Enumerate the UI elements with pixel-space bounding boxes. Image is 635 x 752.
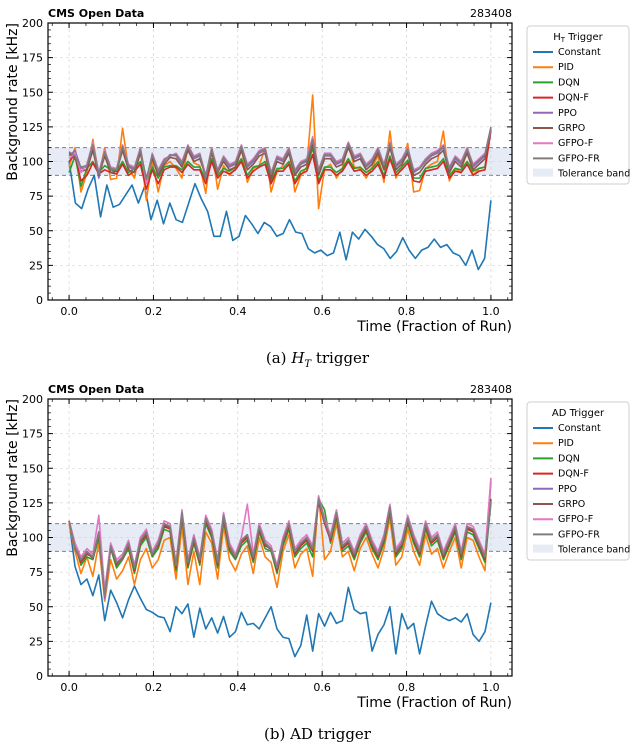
legend-box xyxy=(526,401,630,561)
y-tick-label: 75 xyxy=(29,566,43,579)
y-axis-label: Background rate [kHz] xyxy=(5,399,21,557)
y-tick-label: 100 xyxy=(22,156,43,169)
legend-label: PPO xyxy=(558,484,577,495)
header-right: 283408 xyxy=(470,7,512,20)
x-tick-label: 0.0 xyxy=(60,305,78,318)
series-line-gfpo-fr xyxy=(68,497,492,597)
ht-trigger-chart: CMS Open Data 283408 0 25 50 75 100 125 150 175 20… xyxy=(5,7,630,335)
plot-frame xyxy=(47,398,513,677)
x-tick-label: 0.8 xyxy=(398,305,416,318)
y-tick-label: 0 xyxy=(36,670,43,683)
y-tick-label: 175 xyxy=(22,52,43,65)
series-line-dqn-f xyxy=(68,130,492,190)
y-tick-label: 200 xyxy=(22,17,43,30)
x-tick-label: 0.4 xyxy=(229,305,247,318)
legend-label: DQN-F xyxy=(558,469,589,480)
chart-panel-ad: CMS Open Data 283408 0 25 50 75 100 125 150 175 20… xyxy=(0,376,635,752)
series-line-constant xyxy=(68,161,492,271)
series-line-dqn xyxy=(68,129,492,188)
legend-title-sub: T xyxy=(560,36,566,44)
y-tick-label: 175 xyxy=(22,428,43,441)
legend-title: AD Trigger xyxy=(552,408,605,419)
x-axis-label: Time (Fraction of Run) xyxy=(356,319,512,335)
y-tick-label: 200 xyxy=(22,393,43,406)
series-line-grpo xyxy=(68,128,492,179)
legend-label: Constant xyxy=(558,423,601,434)
x-tick-label: 1.0 xyxy=(482,305,500,318)
legend-swatch-tolerance xyxy=(533,544,553,553)
y-tick-label: 50 xyxy=(29,225,43,238)
legend-box xyxy=(526,25,630,185)
ad-trigger-chart: CMS Open Data 283408 0 25 50 75 100 125 150 175 20… xyxy=(5,383,630,711)
legend-label: GFPO-FR xyxy=(558,153,600,164)
plot-frame xyxy=(47,22,513,301)
y-axis-label: Background rate [kHz] xyxy=(5,23,21,181)
legend-label: PID xyxy=(558,62,574,73)
x-tick-label: 0.2 xyxy=(145,305,163,318)
y-tick-label: 150 xyxy=(22,462,43,475)
x-axis-label: Time (Fraction of Run) xyxy=(356,695,512,711)
header-left: CMS Open Data xyxy=(48,7,144,20)
legend-label: GFPO-F xyxy=(558,138,593,149)
legend-label: Tolerance band xyxy=(557,169,630,180)
x-tick-label: 0.4 xyxy=(229,681,247,694)
legend-swatch-tolerance xyxy=(533,168,553,177)
ht-trigger-caption: (a) HT trigger xyxy=(265,349,370,370)
legend-label: GRPO xyxy=(558,123,585,134)
series-line-gfpo-fr xyxy=(68,126,492,181)
legend-title: HT Trigger xyxy=(553,32,603,44)
ad-trigger-caption: (b) AD trigger xyxy=(264,725,371,743)
series-line-constant xyxy=(68,520,492,658)
y-tick-label: 25 xyxy=(29,259,43,272)
x-tick-label: 0.8 xyxy=(398,681,416,694)
y-tick-label: 50 xyxy=(29,601,43,614)
legend-label: Constant xyxy=(558,47,601,58)
legend-label: GRPO xyxy=(558,499,585,510)
x-tick-label: 0.6 xyxy=(313,681,331,694)
legend-label: DQN xyxy=(558,77,580,88)
x-tick-label: 0.0 xyxy=(60,681,78,694)
header-right: 283408 xyxy=(470,383,512,396)
header-left: CMS Open Data xyxy=(48,383,144,396)
y-tick-label: 100 xyxy=(22,532,43,545)
legend-title-main: AD Trigger xyxy=(552,408,605,419)
y-tick-label: 75 xyxy=(29,190,43,203)
chart-panel-ht: CMS Open Data 283408 0 25 50 75 100 125 150 175 20… xyxy=(5,7,630,370)
legend-title-main: H xyxy=(553,32,561,43)
y-tick-label: 0 xyxy=(36,294,43,307)
y-tick-label: 25 xyxy=(29,635,43,648)
legend-label: PID xyxy=(558,438,574,449)
y-tick-label: 125 xyxy=(22,121,43,134)
legend-label: PPO xyxy=(558,108,577,119)
x-tick-label: 1.0 xyxy=(482,681,500,694)
legend-label: GFPO-FR xyxy=(558,529,600,540)
y-tick-label: 150 xyxy=(22,86,43,99)
x-tick-label: 0.2 xyxy=(145,681,163,694)
legend-label: GFPO-F xyxy=(558,514,593,525)
legend-label: Tolerance band xyxy=(557,545,630,556)
legend-label: DQN xyxy=(558,453,580,464)
legend-title-rest: Trigger xyxy=(565,32,604,43)
y-tick-label: 125 xyxy=(22,497,43,510)
legend-label: DQN-F xyxy=(558,93,589,104)
series-line-pid xyxy=(68,479,492,603)
x-tick-label: 0.6 xyxy=(313,305,331,318)
